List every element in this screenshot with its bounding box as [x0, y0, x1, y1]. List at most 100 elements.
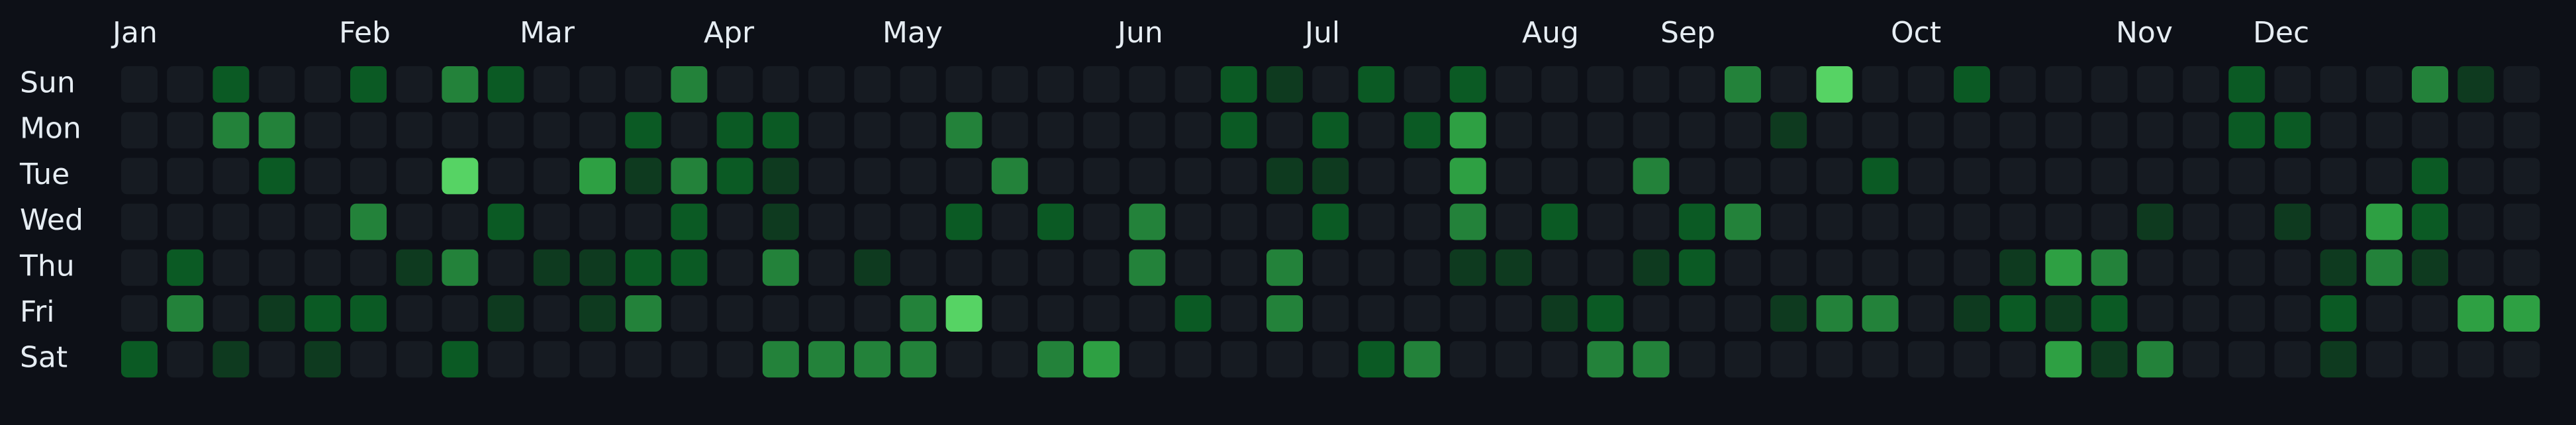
day-cell[interactable] [1862, 249, 1899, 286]
day-cell[interactable] [1725, 112, 1761, 149]
day-cell[interactable] [991, 341, 1028, 378]
day-cell[interactable] [1266, 112, 1303, 149]
day-cell[interactable] [2457, 341, 2495, 378]
day-cell[interactable] [442, 295, 479, 332]
day-cell[interactable] [2228, 295, 2266, 332]
day-cell[interactable] [1770, 341, 1807, 378]
day-cell[interactable] [671, 158, 708, 195]
day-cell[interactable] [671, 249, 708, 286]
day-cell[interactable] [1725, 66, 1761, 103]
day-cell[interactable] [396, 203, 433, 240]
day-cell[interactable] [167, 295, 204, 332]
day-cell[interactable] [1266, 203, 1303, 240]
day-cell[interactable] [808, 158, 845, 195]
day-cell[interactable] [121, 158, 158, 195]
day-cell[interactable] [167, 249, 204, 286]
day-cell[interactable] [1541, 112, 1578, 149]
day-cell[interactable] [304, 66, 341, 103]
day-cell[interactable] [1770, 66, 1807, 103]
day-cell[interactable] [2412, 295, 2448, 332]
day-cell[interactable] [167, 66, 204, 103]
day-cell[interactable] [1816, 249, 1853, 286]
day-cell[interactable] [2320, 203, 2357, 240]
day-cell[interactable] [1037, 66, 1074, 103]
day-cell[interactable] [579, 203, 616, 240]
day-cell[interactable] [1358, 112, 1395, 149]
day-cell[interactable] [1496, 158, 1532, 195]
day-cell[interactable] [579, 295, 616, 332]
day-cell[interactable] [1174, 158, 1212, 195]
day-cell[interactable] [1312, 295, 1349, 332]
day-cell[interactable] [1449, 158, 1486, 195]
day-cell[interactable] [945, 158, 982, 195]
day-cell[interactable] [2091, 295, 2128, 332]
day-cell[interactable] [2228, 66, 2266, 103]
day-cell[interactable] [442, 66, 479, 103]
day-cell[interactable] [2091, 158, 2128, 195]
day-cell[interactable] [2457, 203, 2495, 240]
day-cell[interactable] [1678, 203, 1715, 240]
day-cell[interactable] [808, 249, 845, 286]
day-cell[interactable] [213, 249, 250, 286]
day-cell[interactable] [945, 295, 982, 332]
day-cell[interactable] [900, 203, 937, 240]
day-cell[interactable] [1725, 158, 1761, 195]
day-cell[interactable] [442, 341, 479, 378]
day-cell[interactable] [762, 203, 799, 240]
day-cell[interactable] [2503, 66, 2540, 103]
day-cell[interactable] [2045, 249, 2082, 286]
day-cell[interactable] [1954, 112, 1990, 149]
day-cell[interactable] [2228, 112, 2266, 149]
day-cell[interactable] [1954, 158, 1990, 195]
day-cell[interactable] [2136, 66, 2173, 103]
day-cell[interactable] [1496, 66, 1532, 103]
day-cell[interactable] [350, 112, 387, 149]
day-cell[interactable] [1358, 249, 1395, 286]
day-cell[interactable] [900, 158, 937, 195]
day-cell[interactable] [350, 158, 387, 195]
day-cell[interactable] [808, 341, 845, 378]
day-cell[interactable] [213, 112, 250, 149]
day-cell[interactable] [487, 203, 524, 240]
day-cell[interactable] [1404, 295, 1441, 332]
day-cell[interactable] [1037, 203, 1074, 240]
day-cell[interactable] [533, 112, 570, 149]
day-cell[interactable] [2091, 203, 2128, 240]
day-cell[interactable] [1083, 203, 1120, 240]
day-cell[interactable] [442, 158, 479, 195]
day-cell[interactable] [1174, 112, 1212, 149]
day-cell[interactable] [1449, 66, 1486, 103]
day-cell[interactable] [2365, 66, 2403, 103]
day-cell[interactable] [2320, 295, 2357, 332]
day-cell[interactable] [167, 112, 204, 149]
day-cell[interactable] [1954, 203, 1990, 240]
day-cell[interactable] [2503, 341, 2540, 378]
day-cell[interactable] [1907, 112, 1944, 149]
day-cell[interactable] [2091, 66, 2128, 103]
day-cell[interactable] [1037, 112, 1074, 149]
day-cell[interactable] [1999, 112, 2036, 149]
day-cell[interactable] [1999, 66, 2036, 103]
day-cell[interactable] [1129, 249, 1166, 286]
day-cell[interactable] [1220, 66, 1257, 103]
day-cell[interactable] [533, 203, 570, 240]
day-cell[interactable] [2045, 158, 2082, 195]
day-cell[interactable] [1129, 295, 1166, 332]
day-cell[interactable] [1083, 295, 1120, 332]
day-cell[interactable] [808, 295, 845, 332]
day-cell[interactable] [2365, 249, 2403, 286]
day-cell[interactable] [1633, 112, 1670, 149]
day-cell[interactable] [945, 249, 982, 286]
day-cell[interactable] [1129, 66, 1166, 103]
day-cell[interactable] [808, 203, 845, 240]
day-cell[interactable] [625, 341, 662, 378]
day-cell[interactable] [1587, 158, 1624, 195]
day-cell[interactable] [1862, 341, 1899, 378]
day-cell[interactable] [1266, 158, 1303, 195]
day-cell[interactable] [442, 112, 479, 149]
day-cell[interactable] [396, 295, 433, 332]
day-cell[interactable] [1037, 158, 1074, 195]
day-cell[interactable] [1312, 112, 1349, 149]
day-cell[interactable] [579, 66, 616, 103]
day-cell[interactable] [121, 341, 158, 378]
